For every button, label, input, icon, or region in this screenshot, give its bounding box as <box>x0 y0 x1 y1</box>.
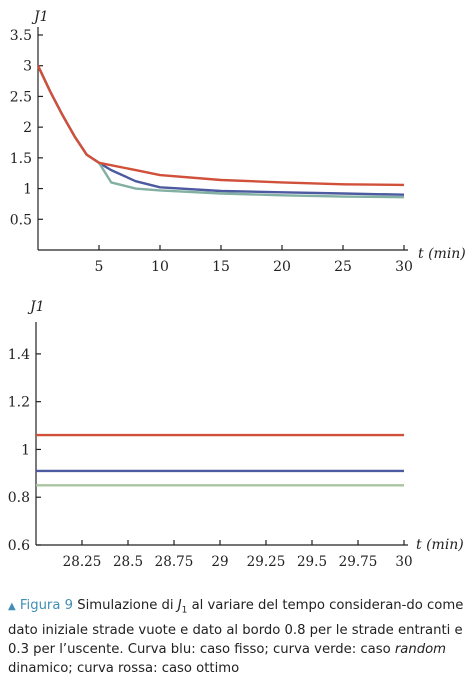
y-tick-label: 1 <box>23 182 32 198</box>
y-tick-label: 1 <box>21 442 30 458</box>
x-tick-label: 29 <box>211 554 228 570</box>
caption-j-sub: 1 <box>181 605 188 616</box>
y-tick-label: 1.2 <box>8 395 30 411</box>
series-line-3 <box>36 65 405 187</box>
y-tick-label: 2 <box>23 120 32 136</box>
x-tick-label: 10 <box>151 259 169 275</box>
series-line-2 <box>36 65 405 199</box>
y-tick-label: 3 <box>23 59 32 75</box>
x-axis-label: t (min) <box>416 537 464 553</box>
caption-text-2: al variare del tempo consideran-do come … <box>8 598 464 657</box>
x-tick-label: 29.75 <box>339 554 378 570</box>
x-tick-label: 28.5 <box>113 554 143 570</box>
x-tick-label: 29.25 <box>247 554 286 570</box>
y-axis-label: J1 <box>27 299 45 315</box>
x-tick-label: 15 <box>212 259 230 275</box>
x-axis-label: t (min) <box>418 246 466 262</box>
y-axis-label: J1 <box>31 9 49 25</box>
caption-text-1: Simulazione di <box>73 598 178 613</box>
series-line-1 <box>36 65 405 196</box>
y-tick-label: 1.4 <box>8 347 30 363</box>
y-tick-label: 0.8 <box>8 490 30 506</box>
chart-top: 0.5 1 1.5 2 2.5 3 3.5 5 10 15 20 25 30 J1 t (min) <box>10 9 466 275</box>
x-tick-label: 28.25 <box>63 554 102 570</box>
caption-j-symbol: J <box>177 598 182 613</box>
y-tick-label: 1.5 <box>10 151 32 167</box>
x-tick-label: 29.5 <box>297 554 327 570</box>
caption-random: random <box>394 641 446 657</box>
figure-caption: ▲ Figura 9 Simulazione di J1 al variare … <box>8 596 470 678</box>
x-tick-label: 30 <box>395 259 413 275</box>
y-tick-label: 0.5 <box>10 212 32 228</box>
chart-bottom: 0.6 0.8 1 1.2 1.4 28.25 28.5 28.75 29 29.25 29.5 29… <box>8 299 464 570</box>
x-tick-label: 20 <box>273 259 291 275</box>
figure-label: Figura 9 <box>19 598 74 613</box>
x-tick-label: 30 <box>395 554 412 570</box>
x-tick-label: 25 <box>334 259 352 275</box>
y-tick-label: 3.5 <box>10 28 32 44</box>
y-tick-label: 0.6 <box>8 538 30 554</box>
x-tick-label: 5 <box>95 259 104 275</box>
caption-text-3: dinamico; curva rossa: caso ottimo <box>8 660 240 676</box>
y-tick-label: 2.5 <box>10 89 32 105</box>
x-tick-label: 28.75 <box>155 554 194 570</box>
triangle-icon: ▲ <box>8 601 16 612</box>
